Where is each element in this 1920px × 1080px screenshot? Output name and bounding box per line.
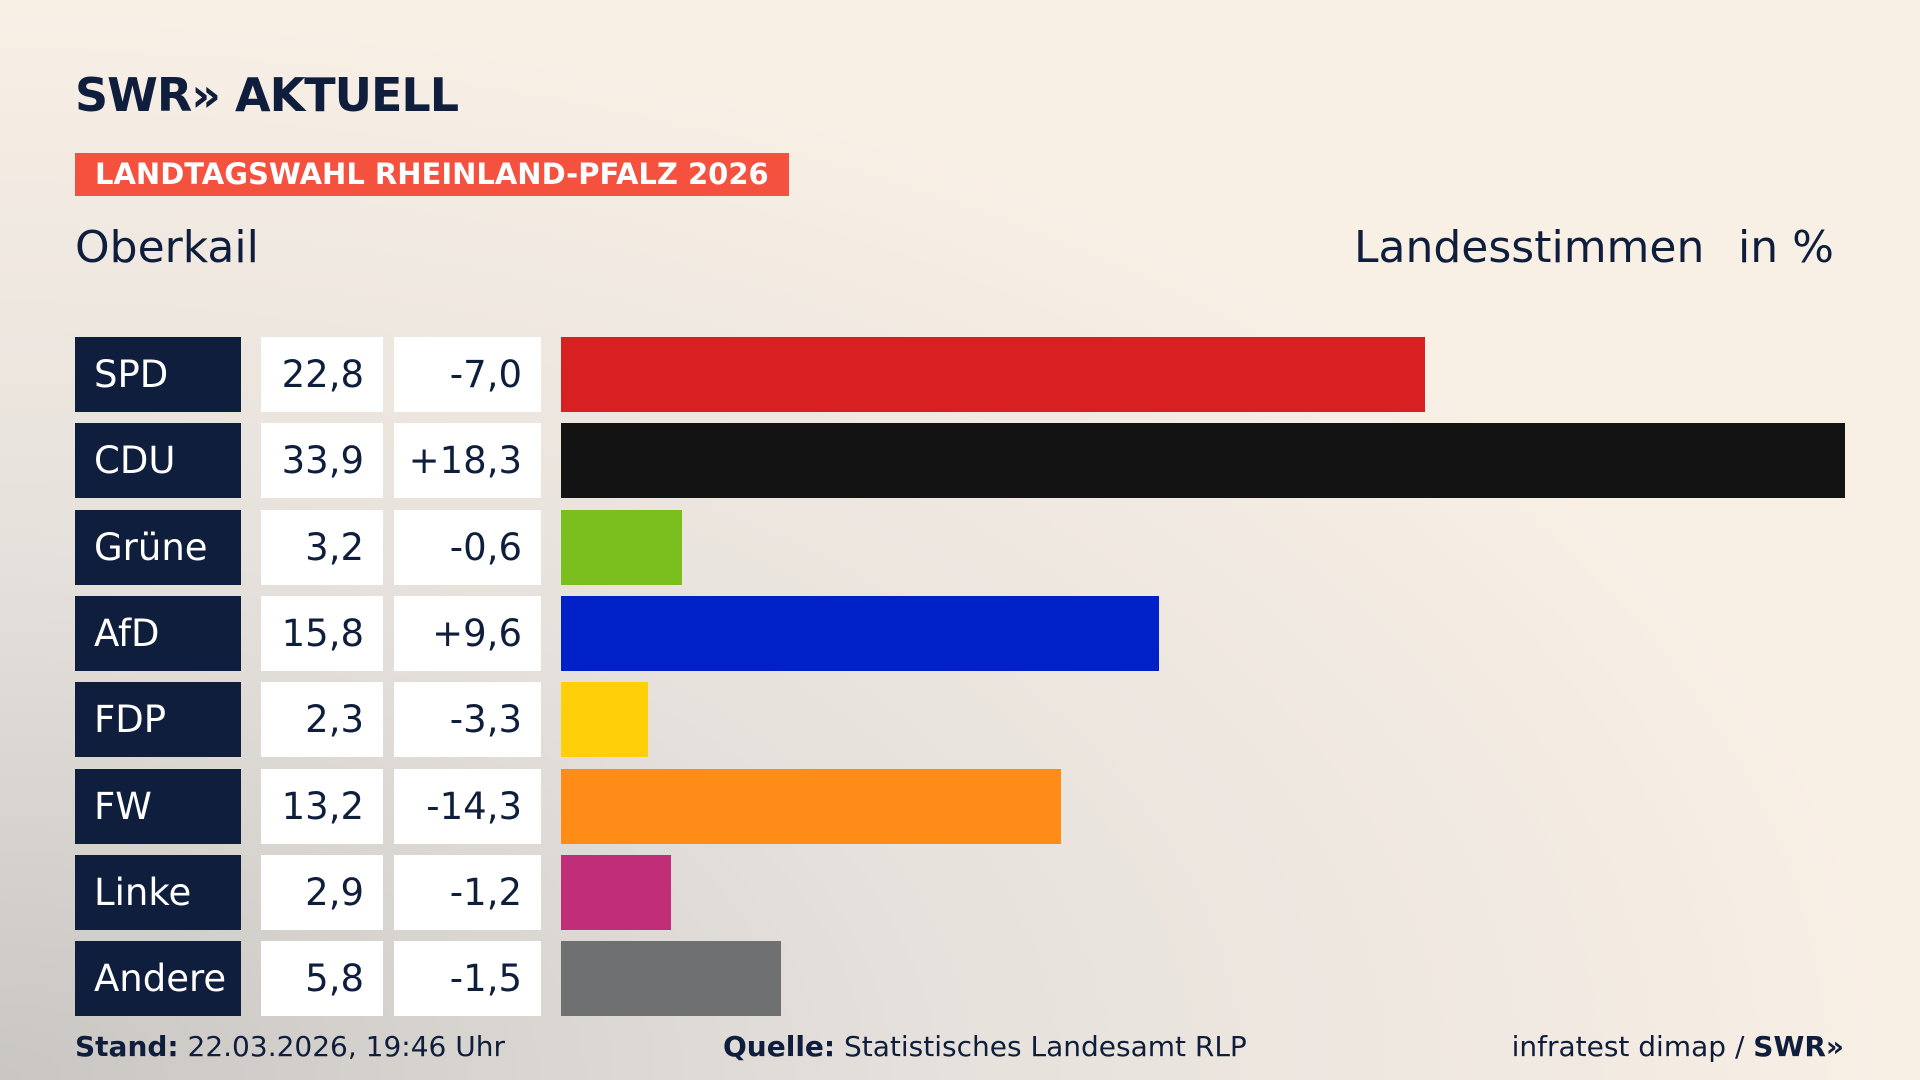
chart-title: Oberkail — [75, 222, 259, 273]
source-label: Quelle: — [723, 1030, 836, 1063]
source-text: Statistisches Landesamt RLP — [844, 1030, 1247, 1063]
party-name: FW — [75, 768, 241, 844]
change-label: -1,2 — [394, 854, 541, 930]
value-label: 33,9 — [261, 423, 383, 499]
value-label: 3,2 — [261, 509, 383, 585]
unit-label: in % — [1738, 222, 1834, 273]
party-name: Andere — [75, 941, 241, 1017]
change-label: -1,5 — [394, 941, 541, 1017]
value-label: 22,8 — [261, 337, 383, 412]
stand-text: 22.03.2026, 19:46 Uhr — [187, 1030, 505, 1063]
change-label: +9,6 — [394, 595, 541, 671]
value-label: 2,3 — [261, 682, 383, 758]
value-label: 15,8 — [261, 595, 383, 671]
stand-label: Stand: — [75, 1030, 179, 1063]
bar — [561, 423, 1845, 499]
badge: LANDTAGSWAHL RHEINLAND-PFALZ 2026 — [75, 153, 789, 196]
bar — [561, 337, 1425, 412]
party-name: SPD — [75, 337, 241, 412]
logo: SWR» AKTUELL — [75, 68, 459, 122]
credit: infratest dimap / SWR» — [1512, 1030, 1844, 1063]
source: Quelle: Statistisches Landesamt RLP — [723, 1030, 1247, 1063]
chart-subtitle: Landesstimmen — [1354, 222, 1705, 273]
value-label: 13,2 — [261, 768, 383, 844]
party-name: CDU — [75, 423, 241, 499]
change-label: -14,3 — [394, 768, 541, 844]
bar — [561, 509, 683, 585]
change-label: -0,6 — [394, 509, 541, 585]
change-label: -7,0 — [394, 337, 541, 412]
change-label: +18,3 — [394, 423, 541, 499]
party-name: Grüne — [75, 509, 241, 585]
party-name: AfD — [75, 595, 241, 671]
bar — [561, 595, 1160, 671]
bar — [561, 768, 1061, 844]
value-label: 2,9 — [261, 854, 383, 930]
value-label: 5,8 — [261, 941, 383, 1017]
stand: Stand: 22.03.2026, 19:46 Uhr — [75, 1030, 505, 1063]
bar — [561, 854, 671, 930]
bar — [561, 941, 781, 1017]
credit-text: infratest dimap / — [1511, 1030, 1745, 1063]
credit-logo: SWR» — [1753, 1030, 1844, 1063]
change-label: -3,3 — [394, 682, 541, 758]
party-name: FDP — [75, 682, 241, 758]
bar — [561, 682, 649, 758]
party-name: Linke — [75, 854, 241, 930]
